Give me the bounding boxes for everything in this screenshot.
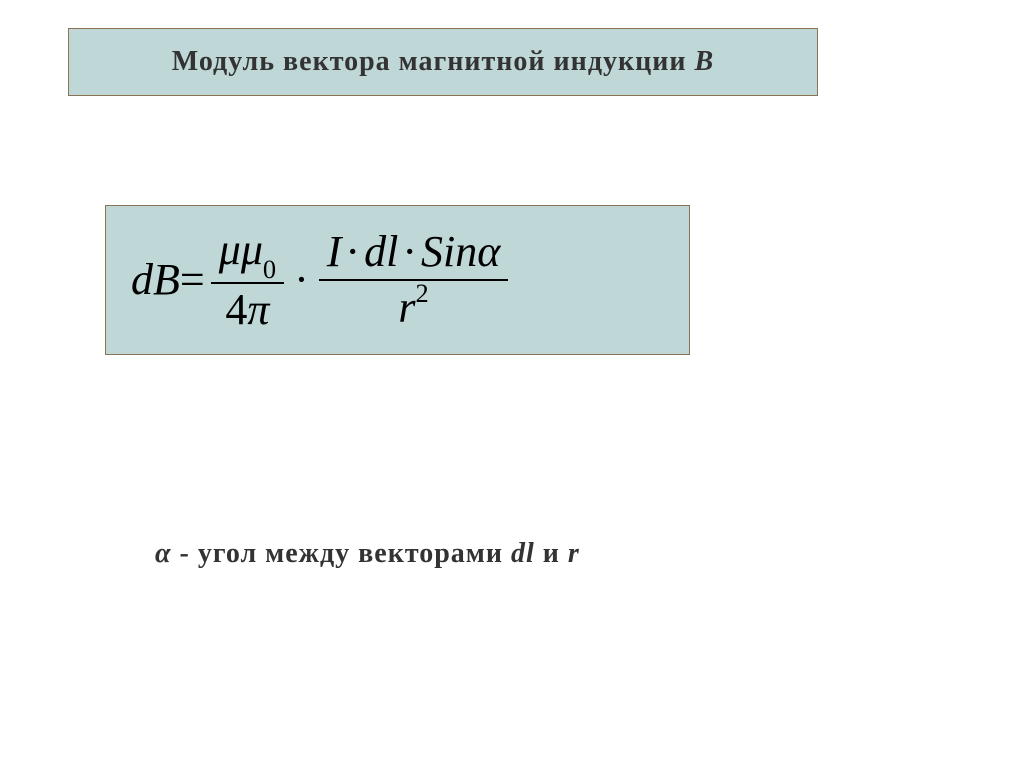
frac2-numerator: I·dl·Sinα bbox=[319, 228, 509, 280]
mu0-sub: 0 bbox=[263, 254, 276, 284]
biot-savart-formula: dB = μμ0 4π · I·dl·Sinα r2 bbox=[131, 226, 514, 334]
mu: μ bbox=[219, 225, 241, 274]
caption-and: и bbox=[535, 538, 568, 569]
formula-equals: = bbox=[180, 254, 205, 305]
frac1-denominator: 4π bbox=[217, 284, 277, 334]
caption-r: r bbox=[568, 538, 580, 569]
caption-alpha: α bbox=[155, 538, 172, 569]
mult-dot-3: · bbox=[402, 227, 417, 276]
caption-dash: - bbox=[172, 538, 198, 569]
fraction-main: I·dl·Sinα r2 bbox=[319, 228, 509, 331]
four: 4 bbox=[225, 285, 247, 334]
mult-dot-2: · bbox=[345, 227, 360, 276]
title-box: Модуль вектора магнитной индукции В bbox=[68, 28, 818, 96]
title-text: Модуль вектора магнитной индукции В bbox=[172, 46, 714, 78]
frac1-numerator: μμ0 bbox=[211, 226, 284, 284]
current-I: I bbox=[327, 227, 342, 276]
mu0: μ bbox=[241, 225, 263, 274]
alpha: α bbox=[477, 227, 500, 276]
formula-box: dB = μμ0 4π · I·dl·Sinα r2 bbox=[105, 205, 690, 355]
caption-line: α - угол между векторами dl и r bbox=[155, 538, 580, 570]
dl: dl bbox=[364, 227, 398, 276]
caption-dl: dl bbox=[511, 538, 535, 569]
caption-text1: угол между векторами bbox=[198, 538, 511, 569]
fraction-constant: μμ0 4π bbox=[211, 226, 284, 334]
r-exp: 2 bbox=[416, 278, 429, 308]
title-symbol: В bbox=[695, 46, 715, 77]
frac2-denominator: r2 bbox=[390, 281, 436, 332]
title-prefix: Модуль вектора магнитной индукции bbox=[172, 46, 695, 77]
r: r bbox=[398, 282, 415, 331]
mult-dot-1: · bbox=[294, 254, 309, 305]
sin: Sin bbox=[421, 227, 477, 276]
formula-lhs: dB bbox=[131, 254, 180, 305]
pi: π bbox=[247, 285, 269, 334]
